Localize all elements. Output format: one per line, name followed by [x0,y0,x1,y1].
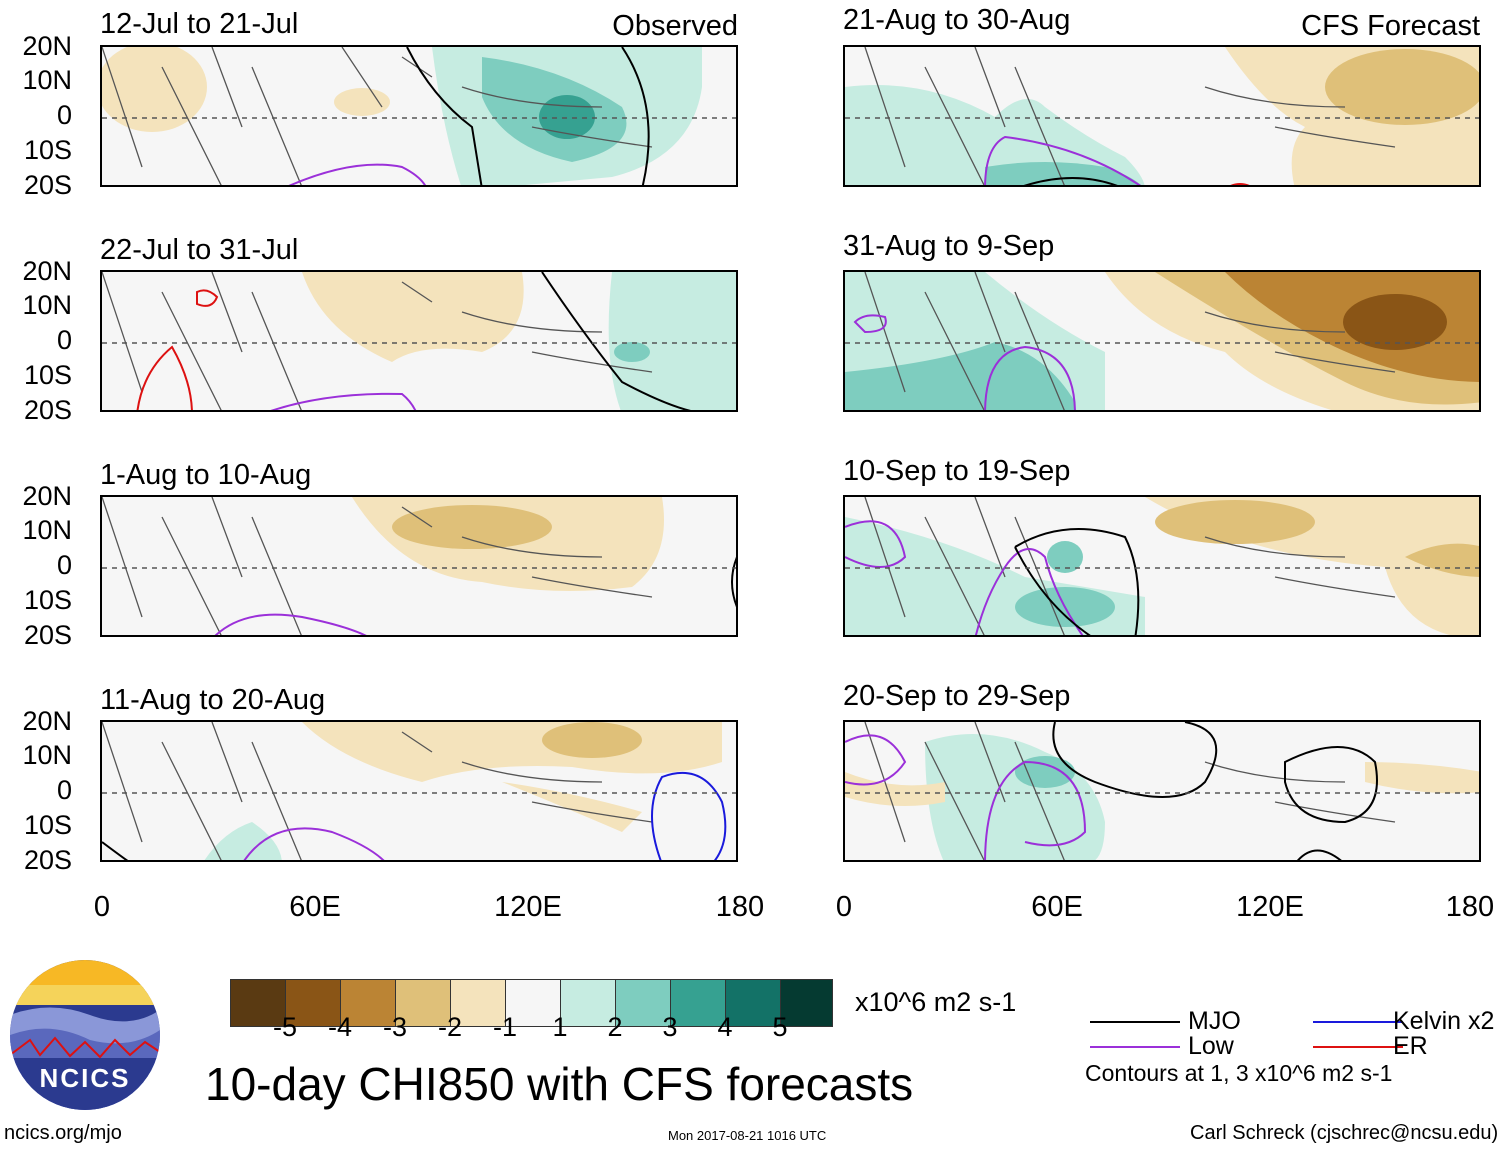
y-tick: 10N [22,65,72,95]
map-panel-1aug-10aug [100,495,738,637]
colorbar-cell [560,979,616,1027]
map-panel-12jul-21jul [100,45,738,187]
y-tick: 10S [23,135,72,165]
x-tick: 0 [93,891,111,923]
colorbar-tick: 5 [772,1012,788,1042]
legend-low-label: Low [1188,1032,1234,1060]
y-tick: 20N [22,481,72,511]
logo-text: NCICS [39,1063,131,1093]
y-tick: 10S [23,585,72,615]
colorbar-tick: 1 [552,1012,568,1042]
panel-title-7: 10-Sep to 19-Sep [843,455,1071,487]
ncics-logo: NCICS [10,960,160,1110]
colorbar-cell [615,979,671,1027]
legend-mjo-swatch [1090,1021,1180,1023]
map-panel-20sep-29sep [843,720,1481,862]
y-tick: 0 [56,550,72,580]
x-tick: 120E [494,891,562,923]
x-tick: 120E [1236,891,1304,923]
footer-credit: Carl Schreck (cjschrec@ncsu.edu) [1190,1122,1499,1144]
colorbar-tick: -5 [272,1012,297,1042]
y-tick: 20N [22,256,72,286]
y-tick: 20N [22,31,72,61]
map-panel-10sep-19sep [843,495,1481,637]
map-panel-21aug-30aug [843,45,1481,187]
panel-title-5: 21-Aug to 30-Aug [843,4,1071,36]
main-title: 10-day CHI850 with CFS forecasts [205,1058,914,1110]
x-tick: 0 [835,891,853,923]
legend-contours-note: Contours at 1, 3 x10^6 m2 s-1 [1085,1060,1393,1086]
footer-timestamp: Mon 2017-08-21 1016 UTC [668,1128,827,1143]
colorbar-cell [230,979,286,1027]
x-tick: 60E [1031,891,1083,923]
colorbar-tick: -1 [492,1012,517,1042]
map-panel-31aug-9sep [843,270,1481,412]
panel-title-6: 31-Aug to 9-Sep [843,230,1055,262]
x-tick: 180 [1445,891,1495,923]
y-tick: 10N [22,290,72,320]
legend-low-swatch [1090,1046,1180,1048]
forecast-label: CFS Forecast [1301,10,1480,42]
legend-kelvin-label: Kelvin x2 [1393,1007,1495,1035]
colorbar-cell [725,979,781,1027]
legend-er-label: ER [1393,1032,1428,1060]
colorbar-tick: 2 [607,1012,623,1042]
legend-kelvin-swatch [1313,1021,1403,1023]
panel-title-4: 11-Aug to 20-Aug [100,684,326,716]
y-tick: 20S [23,845,72,875]
x-tick: 180 [715,891,765,923]
colorbar-tick: 4 [717,1012,733,1042]
colorbar-cell [670,979,726,1027]
observed-label: Observed [612,10,738,42]
y-tick: 20S [23,170,72,200]
colorbar-cell [450,979,506,1027]
colorbar-cell [340,979,396,1027]
map-panel-22jul-31jul [100,270,738,412]
y-tick: 0 [56,775,72,805]
panel-title-3: 1-Aug to 10-Aug [100,459,312,491]
y-tick: 10N [22,740,72,770]
y-tick: 10S [23,810,72,840]
y-tick: 20S [23,395,72,425]
panel-title-2: 22-Jul to 31-Jul [100,234,299,266]
colorbar-tick: -2 [437,1012,462,1042]
colorbar-cell [780,979,833,1027]
colorbar-tick: -3 [382,1012,407,1042]
x-tick: 60E [289,891,341,923]
colorbar-units: x10^6 m2 s-1 [855,987,1017,1017]
colorbar-cell [505,979,561,1027]
colorbar-cell [285,979,341,1027]
panel-title-8: 20-Sep to 29-Sep [843,680,1071,712]
colorbar-tick: -4 [327,1012,352,1042]
y-tick: 10N [22,515,72,545]
y-tick: 20N [22,706,72,736]
y-tick: 0 [56,325,72,355]
colorbar-tick: 3 [662,1012,678,1042]
legend-mjo-label: MJO [1188,1007,1241,1035]
y-tick: 20S [23,620,72,650]
legend-er-swatch [1313,1046,1403,1048]
map-panel-11aug-20aug [100,720,738,862]
y-tick: 0 [56,100,72,130]
panel-title-1: 12-Jul to 21-Jul [100,8,299,40]
footer-url: ncics.org/mjo [4,1122,122,1144]
y-tick: 10S [23,360,72,390]
